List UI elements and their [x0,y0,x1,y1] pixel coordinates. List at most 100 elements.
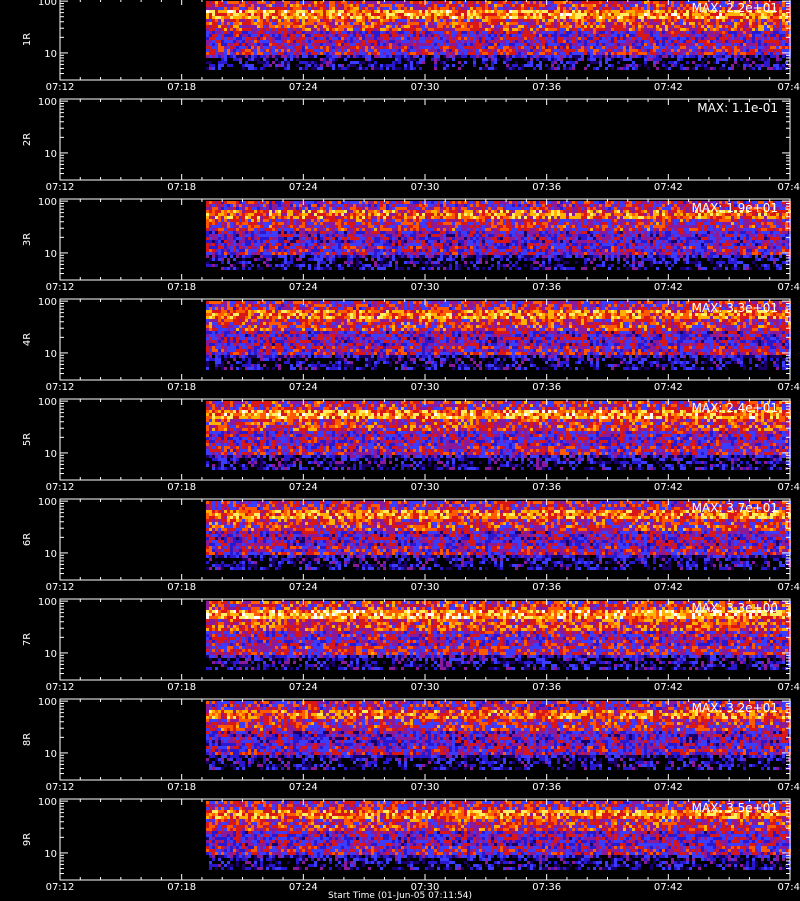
heat-cell [365,16,368,19]
heat-cell [779,1,782,4]
heat-cell [425,7,428,10]
heat-cell [296,1,299,4]
heat-cell [512,22,515,25]
heat-cell [590,10,593,13]
heat-cell [650,46,653,49]
heat-cell [569,16,572,19]
heat-cell [395,28,398,31]
heat-cell [407,28,410,31]
heat-cell [383,7,386,10]
heat-cell [620,55,623,58]
heat-cell [215,31,218,34]
heat-cell [467,61,470,64]
heat-cell [374,40,377,43]
heat-cell [401,31,404,34]
heat-cell [674,37,677,40]
heat-cell [590,61,593,64]
heat-cell [443,25,446,28]
heat-cell [785,46,788,49]
heat-cell [626,19,629,22]
heat-cell [692,43,695,46]
heat-cell [362,7,365,10]
heat-cell [518,31,521,34]
heat-cell [680,10,683,13]
heat-cell [212,7,215,10]
heat-cell [212,34,215,37]
heat-cell [602,49,605,52]
heat-cell [770,61,773,64]
heat-cell [431,43,434,46]
heat-cell [212,10,215,13]
heat-cell [500,61,503,64]
heat-cell [245,19,248,22]
heat-cell [317,61,320,64]
heat-cell [617,7,620,10]
heat-cell [530,40,533,43]
heat-cell [719,16,722,19]
heat-cell [329,43,332,46]
heat-cell [296,46,299,49]
heat-cell [254,58,257,61]
heat-cell [545,40,548,43]
heat-cell [269,49,272,52]
heat-cell [557,49,560,52]
heat-cell [398,46,401,49]
heat-cell [515,46,518,49]
heat-cell [704,61,707,64]
heat-cell [473,22,476,25]
heat-cell [569,58,572,61]
heat-cell [548,1,551,4]
heat-cell [338,19,341,22]
heat-cell [641,55,644,58]
heat-cell [512,40,515,43]
heat-cell [692,49,695,52]
heat-cell [452,1,455,4]
heat-cell [266,28,269,31]
heat-cell [770,58,773,61]
heat-cell [728,22,731,25]
heat-cell [611,28,614,31]
heat-cell [338,55,341,58]
heat-cell [515,10,518,13]
heat-cell [563,55,566,58]
heat-cell [722,25,725,28]
heat-cell [332,31,335,34]
heat-cell [623,19,626,22]
heat-cell [530,61,533,64]
heat-cell [452,55,455,58]
heat-cell [653,1,656,4]
heat-cell [344,34,347,37]
heat-cell [527,16,530,19]
heat-cell [422,10,425,13]
heat-cell [560,7,563,10]
heat-cell [521,25,524,28]
heat-cell [647,61,650,64]
heat-cell [710,43,713,46]
heat-cell [317,43,320,46]
heat-cell [566,52,569,55]
heat-cell [353,31,356,34]
heat-cell [401,13,404,16]
heat-cell [668,28,671,31]
heat-cell [656,31,659,34]
heat-cell [512,49,515,52]
heat-cell [422,55,425,58]
heat-cell [248,58,251,61]
heat-cell [428,40,431,43]
heat-cell [503,7,506,10]
heat-cell [458,28,461,31]
heat-cell [335,31,338,34]
heat-cell [389,58,392,61]
heat-cell [206,40,209,43]
heat-cell [449,22,452,25]
heat-cell [317,40,320,43]
heat-cell [686,55,689,58]
heat-cell [752,37,755,40]
heat-cell [308,1,311,4]
heat-cell [293,49,296,52]
heat-cell [491,22,494,25]
heat-cell [557,22,560,25]
heat-cell [686,7,689,10]
heat-cell [659,16,662,19]
heat-cell [593,37,596,40]
